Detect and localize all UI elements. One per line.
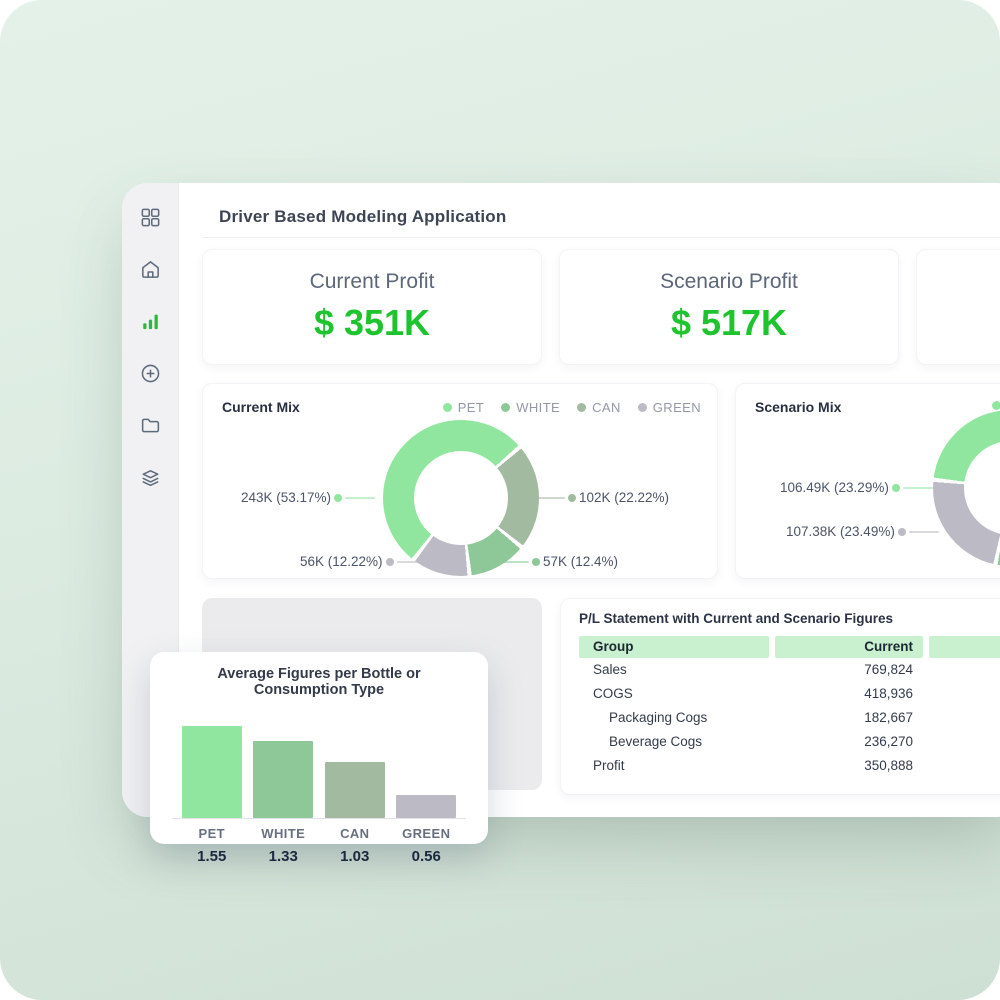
bar-pet[interactable] bbox=[181, 726, 242, 818]
legend-label: WHITE bbox=[516, 400, 561, 415]
callout-can: 102K (22.22%) bbox=[535, 490, 669, 505]
legend-label: CAN bbox=[592, 400, 621, 415]
kpi-card-clipped bbox=[916, 249, 1000, 365]
column-header-group: Group bbox=[579, 636, 769, 658]
kpi-label: Scenario Profit bbox=[660, 270, 798, 293]
table-header-row: Group Current bbox=[579, 636, 1000, 658]
grid-icon bbox=[139, 206, 162, 234]
callout-pet: 243K (53.17%) bbox=[241, 490, 376, 505]
kpi-cards-row: Current Profit $ 351K Scenario Profit $ … bbox=[202, 249, 1000, 365]
bar-value-labels: 1.55 1.33 1.03 0.56 bbox=[197, 848, 441, 865]
scenario-mix-card: Scenario Mix PET 106.49K (23.29%) 107.38… bbox=[735, 383, 1000, 579]
chart-title: Average Figures per Bottle or Consumptio… bbox=[217, 666, 421, 698]
table-row: Packaging Cogs 182,667 bbox=[609, 710, 913, 725]
callout-green: 56K (12.22%) bbox=[300, 554, 427, 569]
chart-title: Current Mix bbox=[222, 399, 300, 415]
kpi-card-current-profit: Current Profit $ 351K bbox=[202, 249, 542, 365]
header-divider bbox=[203, 237, 1000, 238]
page-title: Driver Based Modeling Application bbox=[219, 207, 507, 226]
column-header-current: Current bbox=[775, 636, 923, 658]
home-icon bbox=[139, 258, 162, 286]
pl-statement-card: P/L Statement with Current and Scenario … bbox=[560, 598, 1000, 795]
kpi-label: Current Profit bbox=[309, 270, 435, 293]
sidebar-item-layers[interactable] bbox=[137, 467, 163, 493]
current-mix-legend: PET WHITE CAN GREEN bbox=[442, 400, 701, 415]
legend-item-white[interactable]: WHITE bbox=[501, 400, 560, 415]
bar-green[interactable] bbox=[396, 795, 457, 818]
sidebar-item-add-new[interactable] bbox=[137, 363, 163, 389]
legend-dot bbox=[442, 403, 452, 412]
sidebar-item-home[interactable] bbox=[137, 259, 163, 285]
avg-figures-card: Average Figures per Bottle or Consumptio… bbox=[150, 652, 488, 865]
legend-dot bbox=[577, 403, 587, 412]
legend-dot bbox=[992, 401, 1000, 410]
legend-item-can[interactable]: CAN bbox=[577, 400, 621, 415]
bar-can[interactable] bbox=[324, 762, 385, 818]
folder-icon bbox=[139, 414, 162, 442]
legend-item-pet[interactable]: PET bbox=[442, 400, 485, 415]
column-header-clipped bbox=[929, 636, 1000, 658]
scenario-mix-legend: PET bbox=[992, 398, 1000, 413]
plus-circle-icon bbox=[139, 362, 162, 390]
bar-chart-icon bbox=[139, 310, 162, 338]
table-title: P/L Statement with Current and Scenario … bbox=[579, 611, 894, 626]
scenario-mix-donut[interactable] bbox=[933, 410, 1000, 566]
sidebar-item-files[interactable] bbox=[137, 415, 163, 441]
kpi-value: $ 351K bbox=[313, 302, 431, 343]
bar-white[interactable] bbox=[253, 741, 314, 818]
current-mix-donut[interactable] bbox=[383, 420, 539, 576]
bar-chart bbox=[172, 702, 466, 819]
pl-table: Group Current Sales 769,824 COGS 418,936 bbox=[579, 636, 1000, 778]
legend-item-pet[interactable]: PET bbox=[992, 398, 1000, 413]
callout-pet: 106.49K (23.29%) bbox=[780, 480, 933, 495]
callout-white: 57K (12.4%) bbox=[499, 554, 618, 569]
legend-dot bbox=[501, 403, 511, 412]
callout-green: 107.38K (23.49%) bbox=[786, 524, 939, 539]
table-row: COGS 418,936 bbox=[593, 686, 913, 701]
bar-category-labels: PET WHITE CAN GREEN bbox=[198, 826, 451, 841]
layers-icon bbox=[139, 466, 162, 494]
main-content: Driver Based Modeling Application Curren… bbox=[179, 183, 1000, 817]
chart-title: Scenario Mix bbox=[755, 399, 842, 415]
table-row: Beverage Cogs 236,270 bbox=[609, 734, 913, 749]
kpi-value: $ 517K bbox=[670, 302, 788, 343]
legend-label: PET bbox=[457, 400, 485, 415]
legend-label: GREEN bbox=[652, 400, 701, 415]
legend-dot bbox=[637, 403, 647, 412]
sidebar-item-apps[interactable] bbox=[137, 207, 163, 233]
current-mix-card: Current Mix PET WHITE CAN bbox=[202, 383, 718, 579]
mix-cards-row: Current Mix PET WHITE CAN bbox=[202, 383, 1000, 579]
sidebar-item-analytics[interactable] bbox=[137, 311, 163, 337]
table-row: Profit 350,888 bbox=[593, 758, 913, 773]
legend-item-green[interactable]: GREEN bbox=[637, 400, 701, 415]
table-row: Sales 769,824 bbox=[593, 662, 913, 677]
kpi-card-scenario-profit: Scenario Profit $ 517K bbox=[559, 249, 899, 365]
